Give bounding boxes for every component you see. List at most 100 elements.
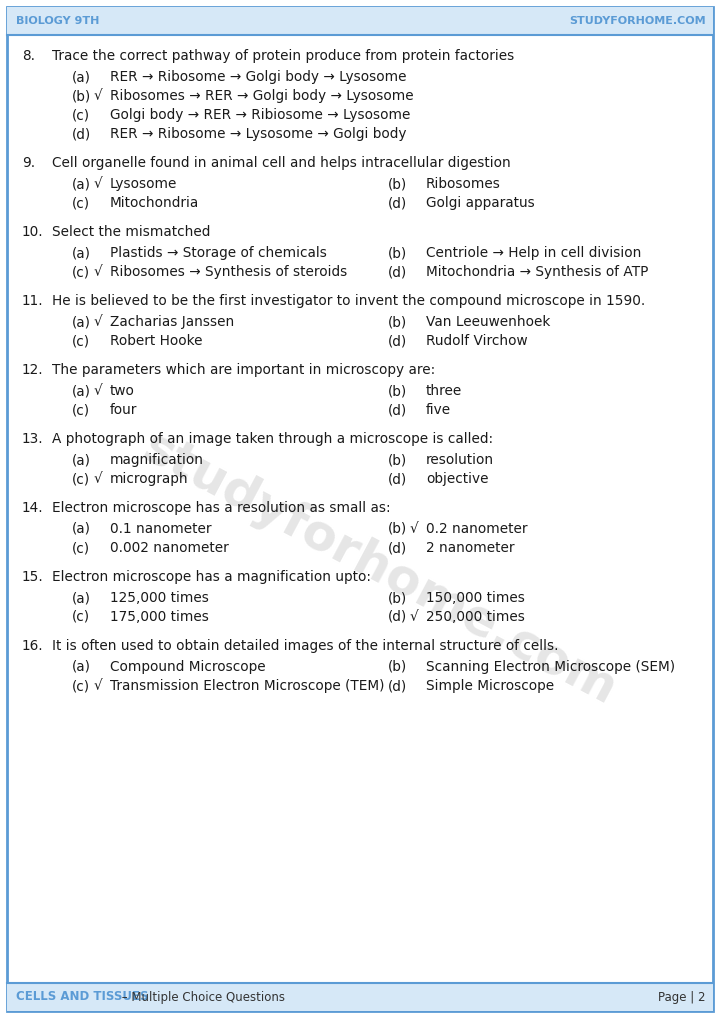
Text: √: √ — [94, 472, 103, 486]
Text: objective: objective — [426, 472, 488, 486]
Text: 0.2 nanometer: 0.2 nanometer — [426, 522, 528, 536]
Text: (d): (d) — [388, 196, 408, 210]
Text: Robert Hooke: Robert Hooke — [110, 334, 202, 348]
Text: 150,000 times: 150,000 times — [426, 591, 525, 605]
Text: Scanning Electron Microscope (SEM): Scanning Electron Microscope (SEM) — [426, 660, 675, 674]
Text: √: √ — [94, 89, 103, 103]
Text: (b): (b) — [388, 246, 408, 260]
Text: (a): (a) — [72, 384, 91, 398]
Text: Lysosome: Lysosome — [110, 177, 177, 191]
Text: (d): (d) — [388, 472, 408, 486]
Text: (c): (c) — [72, 108, 90, 122]
Text: √: √ — [94, 315, 103, 329]
Text: 9.: 9. — [22, 156, 35, 170]
Text: It is often used to obtain detailed images of the internal structure of cells.: It is often used to obtain detailed imag… — [52, 639, 559, 653]
Text: 125,000 times: 125,000 times — [110, 591, 209, 605]
Text: magnification: magnification — [110, 453, 204, 467]
Text: (c): (c) — [72, 610, 90, 624]
Text: Page | 2: Page | 2 — [659, 991, 706, 1004]
Text: (b): (b) — [388, 591, 408, 605]
Text: Ribosomes: Ribosomes — [426, 177, 501, 191]
Text: (c): (c) — [72, 265, 90, 279]
Text: (d): (d) — [388, 403, 408, 417]
Text: Transmission Electron Microscope (TEM): Transmission Electron Microscope (TEM) — [110, 679, 384, 693]
Text: (d): (d) — [388, 679, 408, 693]
Text: CELLS AND TISSUES: CELLS AND TISSUES — [16, 991, 148, 1004]
Text: (d): (d) — [388, 610, 408, 624]
Text: 250,000 times: 250,000 times — [426, 610, 525, 624]
Text: (b): (b) — [388, 177, 408, 191]
Text: STUDYFORHOME.COM: STUDYFORHOME.COM — [570, 16, 706, 26]
Text: Van Leeuwenhoek: Van Leeuwenhoek — [426, 315, 550, 329]
Text: (d): (d) — [388, 541, 408, 555]
Text: micrograph: micrograph — [110, 472, 189, 486]
Text: Rudolf Virchow: Rudolf Virchow — [426, 334, 528, 348]
Text: (b): (b) — [388, 315, 408, 329]
Text: 15.: 15. — [22, 570, 44, 584]
Text: Centriole → Help in cell division: Centriole → Help in cell division — [426, 246, 642, 260]
Text: resolution: resolution — [426, 453, 494, 467]
Text: Electron microscope has a resolution as small as:: Electron microscope has a resolution as … — [52, 501, 391, 515]
Text: A photograph of an image taken through a microscope is called:: A photograph of an image taken through a… — [52, 432, 493, 446]
Text: Golgi apparatus: Golgi apparatus — [426, 196, 535, 210]
Text: 2 nanometer: 2 nanometer — [426, 541, 515, 555]
Text: two: two — [110, 384, 135, 398]
Text: Compound Microscope: Compound Microscope — [110, 660, 266, 674]
Text: √: √ — [94, 265, 103, 279]
Text: (b): (b) — [388, 522, 408, 536]
Text: (d): (d) — [388, 265, 408, 279]
Text: BIOLOGY 9TH: BIOLOGY 9TH — [16, 16, 99, 26]
Text: √: √ — [410, 522, 418, 536]
Text: (c): (c) — [72, 403, 90, 417]
Text: (b): (b) — [388, 453, 408, 467]
Text: (c): (c) — [72, 196, 90, 210]
Text: 0.002 nanometer: 0.002 nanometer — [110, 541, 229, 555]
Text: The parameters which are important in microscopy are:: The parameters which are important in mi… — [52, 363, 436, 377]
Text: (c): (c) — [72, 541, 90, 555]
Text: (a): (a) — [72, 522, 91, 536]
Text: 175,000 times: 175,000 times — [110, 610, 209, 624]
Text: He is believed to be the first investigator to invent the compound microscope in: He is believed to be the first investiga… — [52, 294, 645, 308]
Text: Electron microscope has a magnification upto:: Electron microscope has a magnification … — [52, 570, 371, 584]
Text: five: five — [426, 403, 451, 417]
Text: √: √ — [94, 384, 103, 398]
Bar — [7, 983, 713, 1011]
Text: Cell organelle found in animal cell and helps intracellular digestion: Cell organelle found in animal cell and … — [52, 156, 510, 170]
Text: 11.: 11. — [22, 294, 44, 308]
Text: studyforhome.com: studyforhome.com — [135, 423, 625, 715]
Text: (a): (a) — [72, 453, 91, 467]
Text: Plastids → Storage of chemicals: Plastids → Storage of chemicals — [110, 246, 327, 260]
Text: Mitochondria: Mitochondria — [110, 196, 199, 210]
Text: (a): (a) — [72, 591, 91, 605]
Text: Ribosomes → Synthesis of steroids: Ribosomes → Synthesis of steroids — [110, 265, 347, 279]
Text: (c): (c) — [72, 679, 90, 693]
Text: Trace the correct pathway of protein produce from protein factories: Trace the correct pathway of protein pro… — [52, 49, 514, 63]
Text: Ribosomes → RER → Golgi body → Lysosome: Ribosomes → RER → Golgi body → Lysosome — [110, 89, 413, 103]
Text: √: √ — [410, 610, 418, 624]
Text: (a): (a) — [72, 660, 91, 674]
Text: (a): (a) — [72, 246, 91, 260]
Text: (a): (a) — [72, 315, 91, 329]
Text: Golgi body → RER → Ribiosome → Lysosome: Golgi body → RER → Ribiosome → Lysosome — [110, 108, 410, 122]
Text: (b): (b) — [72, 89, 91, 103]
Text: (c): (c) — [72, 334, 90, 348]
Text: three: three — [426, 384, 462, 398]
Text: (d): (d) — [388, 334, 408, 348]
Text: 13.: 13. — [22, 432, 44, 446]
Text: (b): (b) — [388, 384, 408, 398]
Text: √: √ — [94, 177, 103, 191]
Text: (a): (a) — [72, 70, 91, 84]
Text: 16.: 16. — [22, 639, 44, 653]
Text: 0.1 nanometer: 0.1 nanometer — [110, 522, 212, 536]
Text: RER → Ribosome → Lysosome → Golgi body: RER → Ribosome → Lysosome → Golgi body — [110, 127, 407, 142]
Bar — [7, 7, 713, 35]
Text: 10.: 10. — [22, 225, 44, 239]
Text: Mitochondria → Synthesis of ATP: Mitochondria → Synthesis of ATP — [426, 265, 649, 279]
Text: – Multiple Choice Questions: – Multiple Choice Questions — [118, 991, 285, 1004]
Text: √: √ — [94, 679, 103, 693]
Text: Zacharias Janssen: Zacharias Janssen — [110, 315, 234, 329]
Text: (d): (d) — [72, 127, 91, 142]
Text: 14.: 14. — [22, 501, 44, 515]
Text: 12.: 12. — [22, 363, 44, 377]
Text: four: four — [110, 403, 138, 417]
